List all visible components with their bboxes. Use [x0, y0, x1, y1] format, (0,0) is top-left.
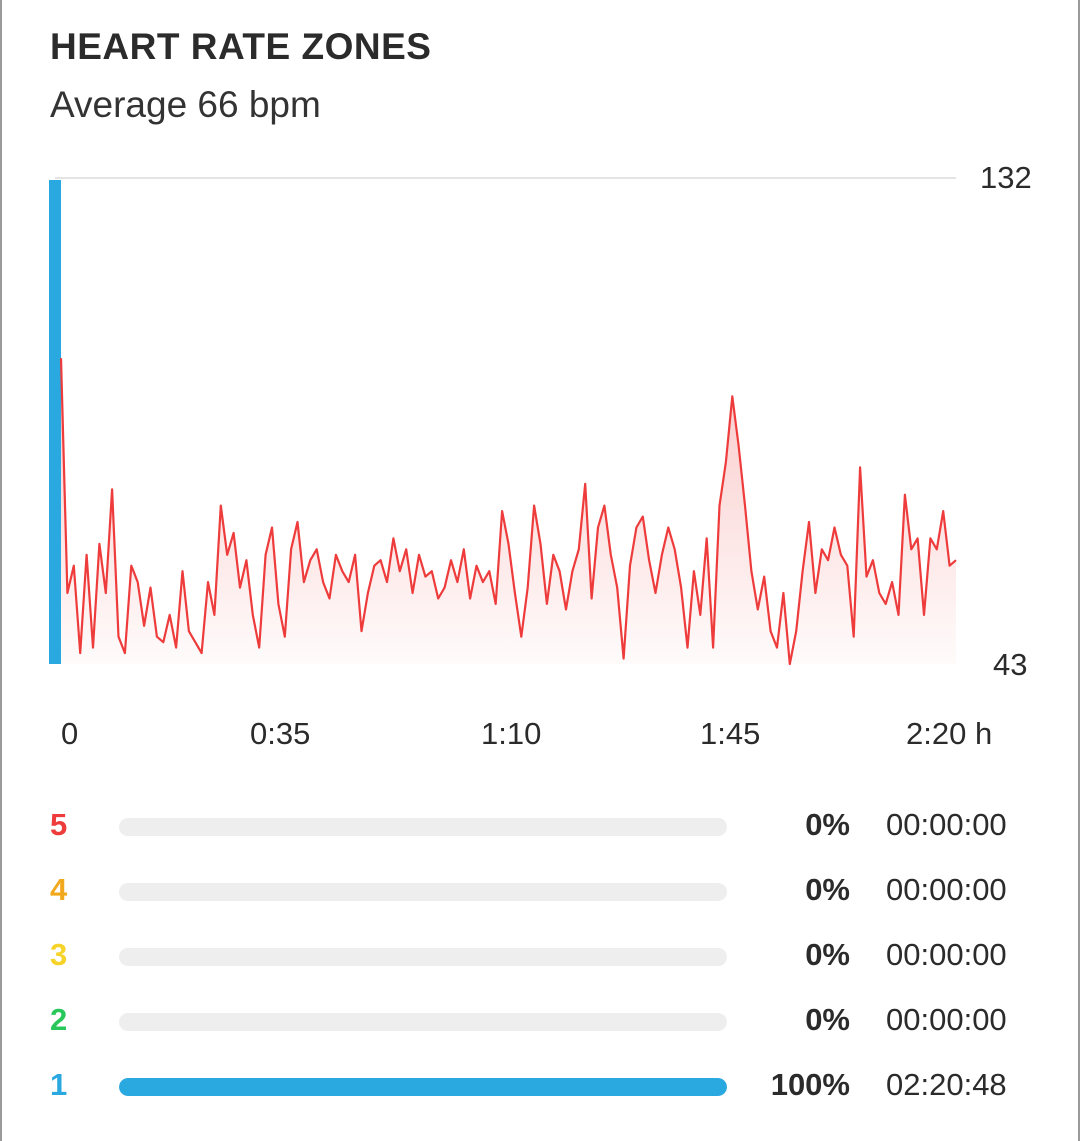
x-tick-label: 0:35 [250, 716, 311, 751]
zone-duration: 00:00:00 [886, 872, 1007, 907]
card-right-border [1078, 0, 1080, 1141]
x-tick-label: 1:45 [700, 716, 761, 751]
zone-row-5: 5 0% 00:00:00 [0, 795, 1080, 860]
zone-progress-fill [119, 1078, 727, 1096]
zone-duration: 00:00:00 [886, 937, 1007, 972]
zone-progress-track [119, 1078, 727, 1096]
zone-number: 2 [50, 1002, 68, 1037]
zone-progress-track [119, 1013, 727, 1031]
section-title: HEART RATE ZONES [50, 26, 432, 67]
zone-row-2: 2 0% 00:00:00 [0, 990, 1080, 1055]
zone-number: 4 [50, 872, 68, 907]
zone-progress-track [119, 948, 727, 966]
x-tick-label: 1:10 [481, 716, 542, 751]
zone-percentage: 100% [770, 1067, 850, 1102]
x-tick-label: 0 [61, 716, 79, 751]
zone-number: 1 [50, 1067, 68, 1102]
zone-1-indicator-bar [49, 180, 61, 664]
zone-duration: 00:00:00 [886, 807, 1007, 842]
zone-percentage: 0% [805, 872, 850, 907]
heart-rate-line [59, 358, 957, 666]
zone-progress-track [119, 818, 727, 836]
y-axis-min-label: 43 [993, 647, 1028, 682]
zone-number: 5 [50, 807, 68, 842]
y-axis-max-label: 132 [980, 160, 1032, 195]
heart-rate-area [61, 358, 956, 664]
zone-percentage: 0% [805, 937, 850, 972]
zone-row-3: 3 0% 00:00:00 [0, 925, 1080, 990]
zone-duration: 02:20:48 [886, 1067, 1007, 1102]
zone-progress-track [119, 883, 727, 901]
zone-row-1: 1 100% 02:20:48 [0, 1055, 1080, 1120]
x-tick-label: 2:20 h [906, 716, 993, 751]
zone-percentage: 0% [805, 1002, 850, 1037]
zone-duration: 00:00:00 [886, 1002, 1007, 1037]
card-left-border [0, 0, 2, 1141]
average-bpm-label: Average 66 bpm [50, 84, 321, 125]
zone-number: 3 [50, 937, 68, 972]
heart-rate-chart [49, 177, 957, 666]
zone-percentage: 0% [805, 807, 850, 842]
zone-row-4: 4 0% 00:00:00 [0, 860, 1080, 925]
